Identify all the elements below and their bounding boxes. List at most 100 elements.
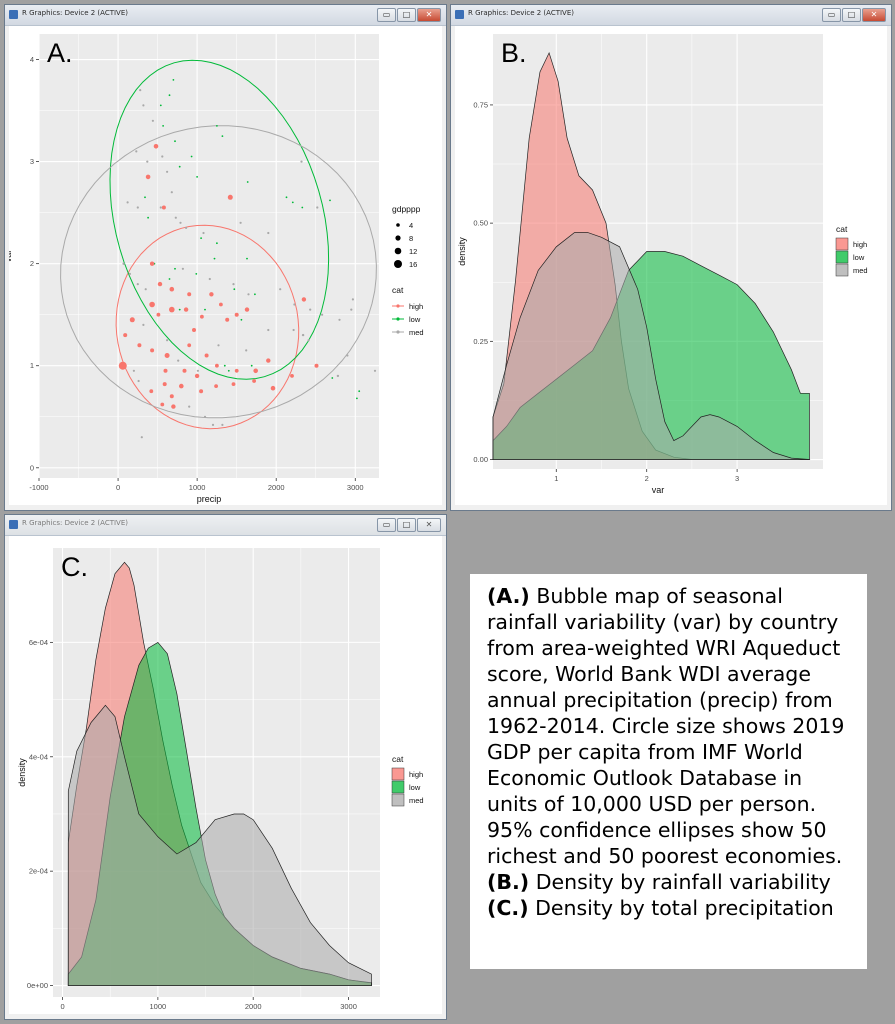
data-point-low [204, 308, 206, 311]
data-point-high [169, 394, 174, 399]
close-button[interactable]: ✕ [417, 8, 441, 22]
legend-key-low [391, 780, 405, 794]
data-point-low [178, 308, 181, 311]
data-point-med [232, 283, 235, 286]
data-point-med [293, 303, 296, 306]
data-point-high [219, 302, 223, 307]
titlebar[interactable]: R Graphics: Device 2 (ACTIVE) ▭ □ ✕ [5, 5, 446, 26]
data-point-med [185, 226, 188, 229]
data-point-low [174, 267, 176, 270]
x-tick-label: 2000 [268, 483, 285, 492]
data-point-low [178, 165, 181, 168]
color-legend-dot-high [396, 304, 400, 308]
caption-c-label: (C.) [487, 896, 529, 920]
x-tick-label: 1000 [189, 483, 206, 492]
data-point-low [223, 364, 226, 367]
y-tick-label: 0.50 [473, 219, 488, 228]
data-point-med [267, 328, 270, 332]
size-legend-label: 4 [409, 221, 413, 230]
data-point-high [156, 312, 161, 317]
data-point-med [350, 308, 353, 311]
density-chart-c: 0 1000 2000 3000 0e+00 2e-04 4e-04 6e-04 precip d… [17, 548, 424, 1014]
data-point-med [221, 423, 224, 426]
data-point-high [183, 307, 189, 312]
data-point-high [314, 363, 319, 368]
size-legend-key [394, 247, 402, 255]
data-point-med [211, 423, 215, 426]
data-point-med [338, 318, 341, 321]
data-point-high [194, 373, 200, 379]
caption-b: (B.) Density by rainfall variability [487, 869, 857, 895]
color-legend-dot-low [396, 317, 400, 321]
density-area-med [492, 232, 811, 460]
y-tick-label: 4e-04 [29, 752, 48, 761]
data-point-high [234, 312, 239, 317]
data-point-med [321, 313, 324, 316]
plot-window-b[interactable]: R Graphics: Device 2 (ACTIVE) ▭ □ ✕ 1 2 3 0… [450, 4, 892, 511]
data-point-high [163, 368, 168, 373]
data-point-high [160, 402, 165, 407]
size-legend-label: 8 [409, 234, 413, 243]
window-title: R Graphics: Device 2 (ACTIVE) [22, 9, 128, 17]
maximize-button[interactable]: □ [842, 8, 861, 22]
bubble-chart-a: -1000 0 1000 2000 300001234precipvarA.gdpppp… [9, 34, 424, 504]
maximize-button[interactable]: □ [397, 8, 416, 22]
close-button[interactable]: ✕ [417, 518, 441, 532]
legend-key-low [835, 250, 849, 264]
data-point-high [231, 382, 236, 386]
data-point-med [208, 277, 211, 281]
data-point-low [190, 155, 193, 158]
data-point-low [144, 196, 146, 199]
caption-b-text: Density by rainfall variability [535, 870, 831, 894]
caption-c-text: Density by total precipitation [535, 896, 834, 920]
data-point-low [195, 273, 198, 275]
data-point-low [216, 242, 218, 245]
data-point-med [137, 379, 140, 383]
x-tick-label: 2 [645, 474, 649, 483]
data-point-med [146, 160, 149, 163]
size-legend-key [394, 260, 402, 268]
maximize-button[interactable]: □ [397, 518, 416, 532]
minimize-button[interactable]: ▭ [377, 8, 396, 22]
data-point-low [246, 257, 248, 260]
data-point-med [188, 405, 191, 408]
data-point-med [166, 339, 169, 342]
data-point-high [169, 286, 175, 292]
data-point-med [161, 155, 164, 158]
x-tick-label: -1000 [29, 483, 48, 492]
x-axis-label: precip [204, 1013, 229, 1014]
plot-area: 0 1000 2000 3000 0e+00 2e-04 4e-04 6e-04 precip d… [9, 536, 442, 1014]
minimize-button[interactable]: ▭ [377, 518, 396, 532]
legend-label-med: med [853, 266, 868, 275]
data-point-med [217, 344, 220, 347]
close-button[interactable]: ✕ [862, 8, 886, 22]
data-point-low [291, 201, 294, 204]
color-legend-label-med: med [409, 328, 424, 337]
color-legend-title: cat [392, 285, 404, 295]
plot-window-c[interactable]: R Graphics: Device 2 (ACTIVE) ▭ □ ✕ 0 100… [4, 514, 447, 1020]
titlebar[interactable]: R Graphics: Device 2 (ACTIVE) ▭ □ ✕ [451, 5, 891, 26]
confidence-ellipse-low [109, 59, 330, 380]
data-point-med [267, 231, 270, 235]
data-point-high [290, 374, 294, 378]
data-point-low [329, 199, 331, 202]
data-point-high [270, 385, 276, 391]
data-point-low [200, 237, 203, 240]
data-point-low [250, 364, 253, 367]
data-point-med [126, 201, 129, 204]
data-point-high [137, 343, 142, 348]
data-point-med [128, 272, 131, 275]
data-point-high [199, 389, 204, 394]
data-point-low [221, 135, 224, 137]
data-point-low [216, 125, 218, 127]
legend-label-low: low [409, 783, 421, 792]
color-legend-label-high: high [409, 302, 423, 311]
data-point-low [227, 369, 230, 372]
data-point-low [301, 206, 304, 209]
titlebar[interactable]: R Graphics: Device 2 (ACTIVE) ▭ □ ✕ [5, 515, 446, 536]
data-point-med [203, 415, 207, 418]
legend-key-med [391, 793, 405, 807]
plot-window-a[interactable]: R Graphics: Device 2 (ACTIVE) ▭ □ ✕ -100… [4, 4, 447, 511]
minimize-button[interactable]: ▭ [822, 8, 841, 22]
